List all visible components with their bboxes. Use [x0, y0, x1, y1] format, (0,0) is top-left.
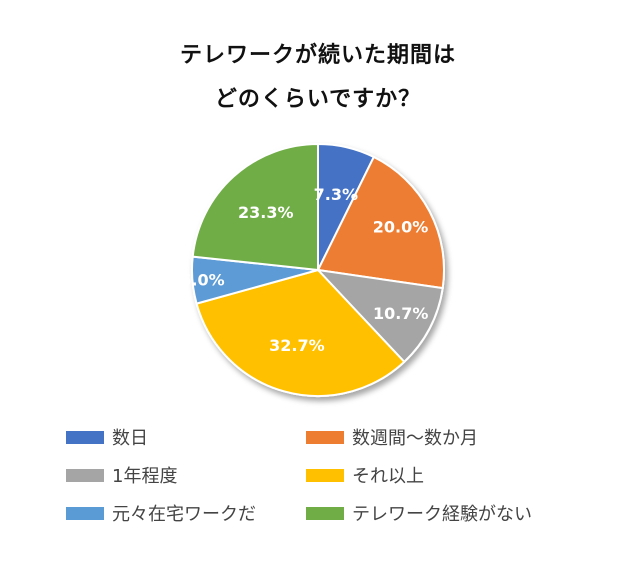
legend-swatch-one-year	[66, 468, 104, 482]
chart-title-line-2: どのくらいですか？	[214, 87, 422, 112]
legend-label-weeks-months: 数週間〜数か月	[352, 428, 478, 449]
legend-label-one-year: 1年程度	[112, 466, 178, 487]
legend-label-no-experience: テレワーク経験がない	[352, 504, 532, 525]
pie-slice-weeks-months	[316, 155, 446, 290]
legend-item-originally-home: 元々在宅ワークだ	[66, 501, 306, 525]
data-label-days: 7.3%	[314, 185, 358, 204]
legend-item-days: 数日	[66, 425, 306, 449]
legend-item-one-year: 1年程度	[66, 463, 306, 487]
legend-swatch-no-experience	[306, 506, 344, 520]
legend-item-weeks-months: 数週間〜数か月	[306, 425, 566, 449]
legend-label-days: 数日	[112, 428, 148, 449]
data-label-weeks-months: 20.0%	[373, 218, 429, 237]
legend-item-no-experience: テレワーク経験がない	[306, 501, 566, 525]
pie-slice-one-year	[315, 268, 444, 364]
legend-item-longer: それ以上	[306, 463, 566, 487]
data-label-one-year: 10.7%	[373, 304, 429, 323]
pie-chart: 7.3% 20.0% 10.7% 32.7% 6.0% 23.3%	[180, 142, 446, 397]
legend-label-longer: それ以上	[352, 466, 424, 487]
legend-swatch-days	[66, 430, 104, 444]
pie-slice-longer	[195, 268, 406, 397]
legend-label-originally-home: 元々在宅ワークだ	[112, 504, 256, 525]
legend-swatch-longer	[306, 468, 344, 482]
data-label-no-experience: 23.3%	[238, 203, 294, 222]
legend-swatch-originally-home	[66, 506, 104, 520]
legend: 数日 数週間〜数か月 1年程度 それ以上 元々在宅ワークだ テレワーク経験がない	[66, 425, 586, 525]
chart-title: テレワークが続いた期間は どのくらいですか？	[0, 34, 636, 122]
legend-swatch-weeks-months	[306, 430, 344, 444]
data-label-longer: 32.7%	[269, 336, 325, 355]
chart-title-line-1: テレワークが続いた期間は	[179, 43, 456, 68]
data-label-originally-home: 6.0%	[180, 271, 224, 290]
pie-slice-no-experience	[191, 142, 319, 272]
